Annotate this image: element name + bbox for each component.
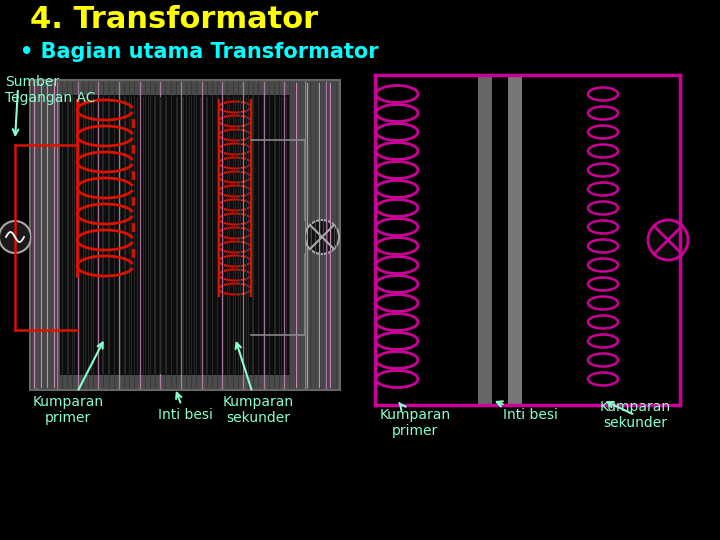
Text: Sumber
Tegangan AC: Sumber Tegangan AC [5,75,96,105]
Text: • Bagian utama Transformator: • Bagian utama Transformator [20,42,379,62]
Bar [508,75,522,405]
Bar [478,75,492,405]
Circle shape [648,220,688,260]
Bar [60,95,290,375]
Text: 4. Transformator: 4. Transformator [30,5,318,34]
Text: Kumparan
sekunder: Kumparan sekunder [222,343,294,425]
Text: Kumparan
primer: Kumparan primer [32,342,104,425]
Text: Kumparan
sekunder: Kumparan sekunder [600,400,670,430]
Circle shape [305,220,339,254]
Bar [60,95,290,375]
Circle shape [0,221,31,253]
Text: Inti besi: Inti besi [497,401,557,422]
Bar [30,80,340,390]
Text: Inti besi: Inti besi [158,393,212,422]
Text: Kumparan
primer: Kumparan primer [379,403,451,438]
